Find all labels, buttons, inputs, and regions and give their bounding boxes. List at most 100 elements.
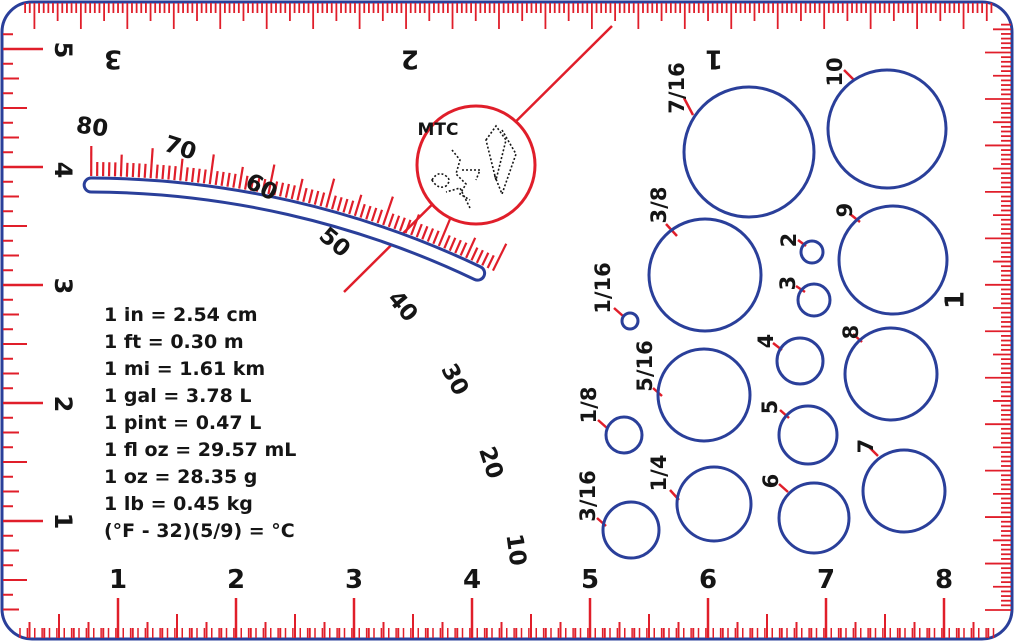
hole-label-5: 5	[758, 400, 782, 415]
tick-mark	[307, 189, 314, 204]
tick-mark	[273, 181, 279, 196]
tick-mark	[481, 252, 490, 266]
tick-mark	[214, 170, 219, 186]
tick-mark	[196, 168, 201, 183]
bottom-label-3: 3	[345, 565, 363, 595]
hole-label-3: 3	[776, 276, 800, 291]
gauge-label-80: 80	[74, 112, 109, 142]
tick-mark	[226, 172, 231, 187]
tick-mark	[255, 177, 261, 192]
hole-label-1-16: 1/16	[591, 262, 615, 314]
logo-label: MTC	[418, 120, 459, 140]
hole-4[interactable]: 4	[754, 334, 825, 386]
hole-label-9: 9	[833, 203, 857, 218]
hole-label-8: 8	[839, 325, 863, 340]
tick-mark	[179, 158, 184, 181]
tick-mark	[143, 163, 147, 178]
mtc-logo: MTC	[415, 104, 537, 226]
tick-mark	[491, 243, 508, 272]
tick-mark	[475, 249, 484, 264]
hole-label-1-8: 1/8	[577, 387, 601, 424]
tick-mark	[238, 166, 244, 189]
tick-mark	[376, 209, 384, 224]
tick-mark	[319, 192, 326, 207]
logo-mark-icon	[431, 124, 517, 209]
angle-gauge-slot	[82, 176, 487, 282]
top-label-1: 1	[705, 44, 723, 74]
hole-7-16[interactable]: 7/16	[665, 62, 816, 219]
hole-1-8[interactable]: 1/8	[577, 387, 644, 455]
tick-mark	[296, 178, 304, 201]
bottom-label-8: 8	[935, 565, 953, 595]
tick-mark	[279, 182, 285, 197]
left-tick-scale	[3, 33, 43, 611]
conversion-line: 1 ft = 0.30 m	[104, 331, 244, 353]
tick-mark	[432, 230, 440, 245]
hole-1-4[interactable]: 1/4	[647, 455, 753, 543]
tick-mark	[173, 166, 177, 181]
conversion-line: 1 in = 2.54 cm	[104, 304, 258, 326]
tick-mark	[119, 154, 123, 177]
bottom-label-4: 4	[463, 565, 481, 595]
tick-mark	[125, 162, 129, 177]
tick-mark	[387, 213, 395, 228]
bottom-inch-labels: 1 2 3 4 5 6 7 8	[109, 565, 953, 595]
tick-mark	[202, 169, 207, 184]
tick-mark	[131, 163, 135, 178]
hole-7[interactable]: 7	[854, 439, 947, 534]
right-label-1: 1	[941, 291, 971, 309]
left-label-2: 2	[49, 396, 77, 413]
tick-mark	[454, 239, 462, 254]
left-label-1: 1	[49, 513, 77, 530]
tick-mark	[190, 167, 195, 183]
tick-mark	[155, 164, 159, 179]
tick-mark	[267, 164, 276, 195]
tick-mark	[261, 178, 267, 194]
tick-mark	[330, 195, 337, 210]
left-inch-labels: 1 2 3 4 5	[49, 42, 77, 530]
conversion-line: 1 fl oz = 29.57 mL	[104, 439, 296, 461]
tick-mark	[232, 173, 237, 188]
tick-mark	[325, 178, 336, 208]
hole-label-3-16: 3/16	[576, 470, 600, 522]
conversion-line: 1 oz = 28.35 g	[104, 466, 257, 488]
tick-mark	[365, 205, 372, 220]
hole-3-8[interactable]: 3/8	[647, 187, 763, 333]
hole-label-6: 6	[759, 474, 783, 489]
left-label-4: 4	[49, 162, 77, 179]
tick-mark	[393, 215, 401, 230]
hole-9[interactable]: 9	[833, 203, 949, 316]
hole-8[interactable]: 8	[839, 325, 939, 422]
top-inverted-labels: 1 2 3	[104, 44, 723, 74]
tick-mark	[398, 217, 406, 232]
hole-5[interactable]: 5	[758, 400, 839, 466]
hole-10[interactable]: 10	[823, 57, 948, 190]
tick-mark	[161, 164, 165, 180]
tick-mark	[410, 214, 420, 236]
left-label-3: 3	[49, 278, 77, 295]
numbered-holes: 10 9 2 3 4 8 5	[754, 57, 949, 555]
hole-3[interactable]: 3	[776, 276, 832, 318]
angle-gauge-ticks	[90, 146, 508, 272]
tick-mark	[149, 148, 154, 179]
hole-3-16[interactable]: 3/16	[576, 470, 661, 560]
tick-mark	[243, 175, 249, 190]
tick-mark	[404, 219, 412, 234]
tick-mark	[348, 200, 355, 215]
tick-mark	[208, 154, 215, 185]
hole-1-16[interactable]: 1/16	[591, 262, 640, 331]
conversion-line: 1 pint = 0.47 L	[104, 412, 261, 434]
tick-mark	[342, 198, 349, 213]
tick-mark	[465, 237, 477, 259]
hole-6[interactable]: 6	[759, 474, 851, 555]
top-tick-scale	[24, 3, 993, 29]
hole-5-16[interactable]: 5/16	[633, 340, 752, 443]
tick-mark	[382, 196, 394, 226]
conversion-line: 1 gal = 3.78 L	[104, 385, 252, 407]
bottom-label-7: 7	[817, 565, 835, 595]
conversion-line: (°F - 32)(5/9) = °C	[104, 520, 295, 542]
hole-2[interactable]: 2	[777, 233, 825, 265]
tick-mark	[486, 254, 495, 269]
